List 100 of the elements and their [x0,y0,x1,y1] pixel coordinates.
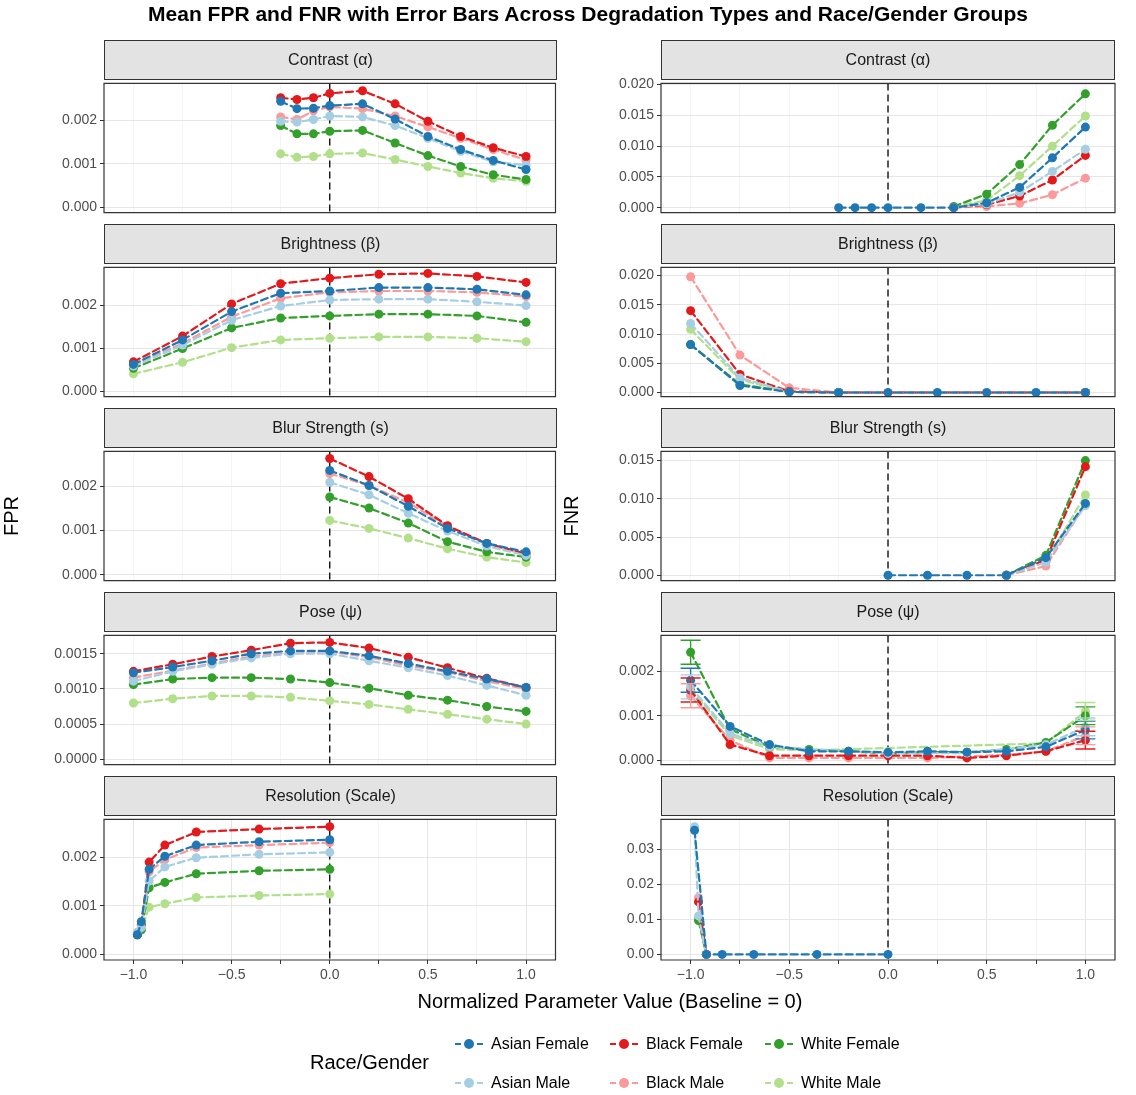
y-tick-label: 0.010 [618,137,655,154]
point [358,86,368,96]
legend-label: Asian Male [491,1074,571,1092]
y-tick-label: 0.000 [61,945,98,962]
point [403,518,413,528]
y-tick-label: 0.001 [61,154,98,171]
y-tick-label: 0.002 [61,477,98,494]
point [308,93,318,103]
point [325,111,335,121]
point [364,699,374,709]
y-axis-title: FPR [0,496,22,536]
y-tick-label: 0.000 [61,198,98,215]
point [191,892,201,902]
point [325,477,335,487]
y-tick-label: 0.001 [618,706,655,723]
point [160,840,170,850]
y-tick-label: 0.010 [618,324,655,341]
point [1047,190,1057,200]
point [521,337,531,347]
chart-title: Pose (ψ) [104,592,557,632]
point [749,949,759,959]
y-tick-label: 0.0005 [54,714,98,731]
point [1015,171,1025,181]
point [276,116,286,126]
point [1047,120,1057,130]
point [325,311,335,321]
y-tick-label: 0.03 [626,840,655,857]
point [403,533,413,543]
point [1047,153,1057,163]
y-tick-label: 0.000 [618,198,655,215]
point [456,161,466,171]
point [358,148,368,158]
point [325,847,335,857]
point [168,674,178,684]
point [982,189,992,199]
point [285,638,295,648]
y-tick-label: 0.00 [626,945,655,962]
chart-title: Contrast (α) [104,40,557,80]
point [292,129,302,139]
point [364,523,374,533]
point [423,116,433,126]
point [285,674,295,684]
point [521,165,531,175]
point [1080,462,1090,472]
point [1015,160,1025,170]
point [191,853,201,863]
point [374,332,384,342]
point [364,503,374,513]
point [521,719,531,729]
chart-title: Blur Strength (s) [104,408,557,448]
point [191,827,201,837]
point [325,864,335,874]
point [1047,175,1057,185]
point [325,295,335,305]
y-tick-label: 0.010 [618,489,655,506]
point [292,152,302,162]
point [227,343,237,353]
point [325,273,335,283]
point [374,309,384,319]
point [403,690,413,700]
y-tick-label: 0.0010 [54,679,98,696]
point [292,104,302,114]
chart-title: Contrast (α) [661,40,1115,80]
y-tick-label: 0.000 [61,381,98,398]
point [325,453,335,463]
x-tick-label: 0.5 [976,966,997,983]
point [1080,111,1090,121]
x-tick-label: −0.5 [217,966,246,983]
y-tick-label: 0.002 [61,111,98,128]
point [482,702,492,712]
y-tick-label: 0.02 [626,875,655,892]
point [276,149,286,159]
point [254,849,264,859]
point [390,155,400,165]
point [207,673,217,683]
y-tick-label: 0.020 [618,266,655,283]
point [358,112,368,122]
y-tick-label: 0.000 [618,566,655,583]
point [160,899,170,909]
point [308,151,318,161]
point [1080,122,1090,132]
point [364,683,374,693]
point [472,311,482,321]
point [364,643,374,653]
point [254,824,264,834]
point [922,570,932,580]
point [325,515,335,525]
point [403,494,413,504]
point [207,691,217,701]
y-tick-label: 0.01 [626,910,655,927]
point [443,537,453,547]
point [178,357,188,367]
point [1080,490,1090,500]
point [308,115,318,125]
y-axis-title: FNR [559,495,582,537]
point [686,306,696,316]
chart-title: Resolution (Scale) [104,776,557,816]
point [325,465,335,475]
point [358,125,368,135]
y-tick-label: 0.001 [61,338,98,355]
